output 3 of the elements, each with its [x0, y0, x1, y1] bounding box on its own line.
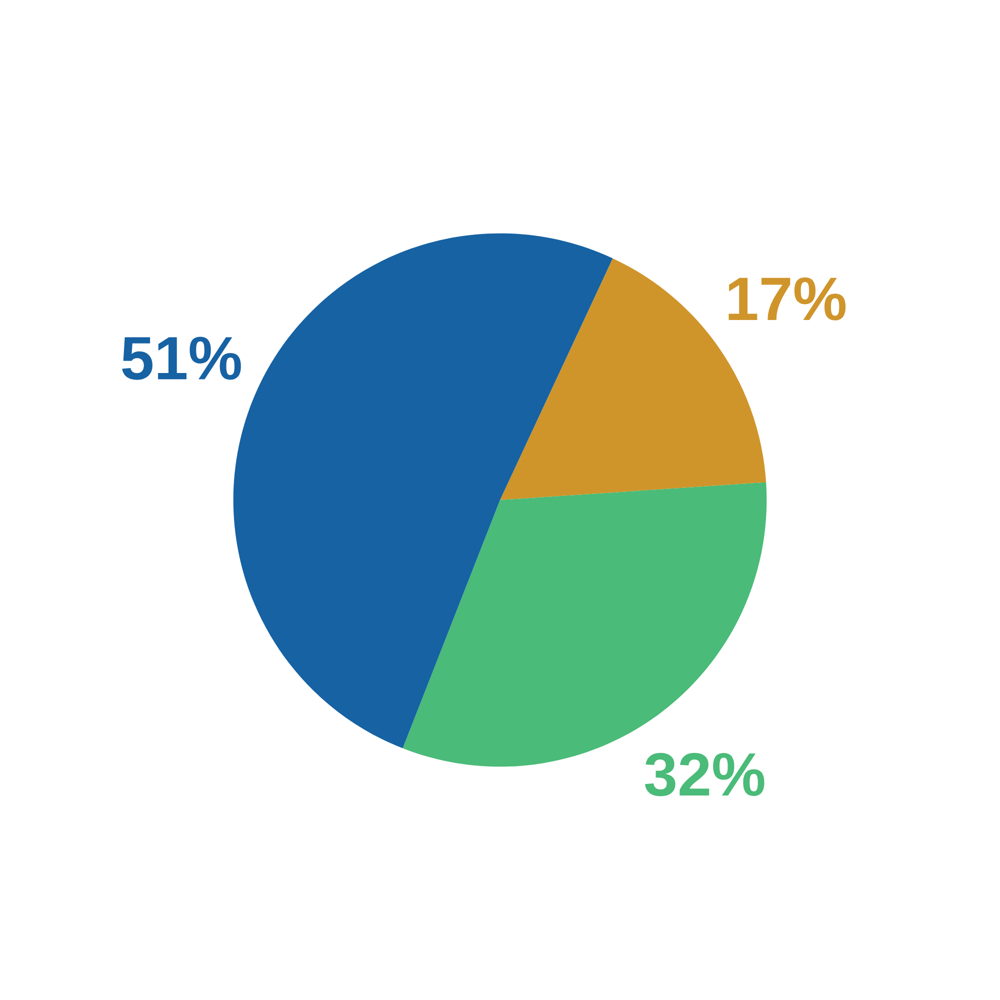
data-label: 51%	[122, 336, 241, 380]
data-label: 32%	[644, 752, 764, 796]
data-label: 17%	[728, 277, 846, 320]
